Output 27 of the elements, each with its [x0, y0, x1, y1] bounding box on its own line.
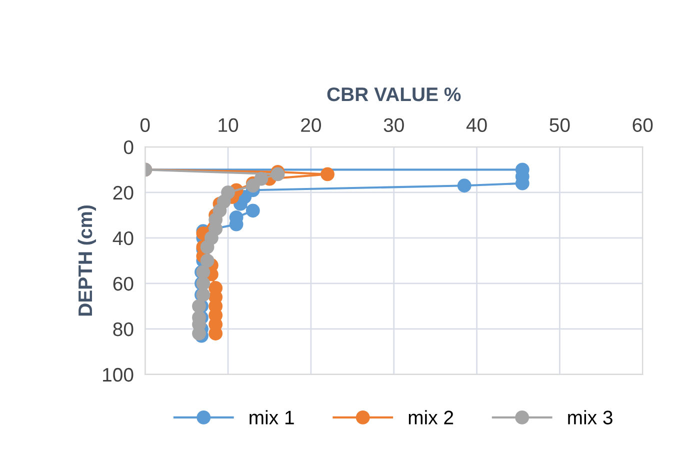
point [200, 254, 214, 268]
x-tick-label: 50 [550, 118, 570, 132]
x-tick-label: 30 [384, 118, 404, 132]
legend-label: mix 3 [568, 410, 612, 424]
y-tick-label: 60 [113, 276, 134, 291]
point [320, 167, 334, 182]
legend-label: mix 2 [408, 410, 454, 424]
legend-label: mix 1 [250, 410, 294, 424]
y-tick-label: 100 [103, 368, 134, 382]
point [270, 167, 285, 182]
y-axis-title: DEPTH (cm) [78, 205, 96, 316]
point [200, 240, 214, 254]
x-tick-label: 20 [301, 118, 322, 132]
x-tick-label: 40 [466, 118, 487, 132]
point [208, 326, 223, 340]
x-tick-label: 0 [140, 118, 150, 132]
x-tick-label: 60 [632, 118, 653, 132]
y-tick-label: 20 [113, 186, 134, 200]
x-axis-title: CBR VALUE % [327, 87, 461, 102]
point [457, 178, 472, 193]
point [192, 299, 206, 314]
point [246, 204, 260, 218]
point [246, 178, 260, 193]
y-tick-label: 40 [112, 231, 134, 246]
y-tick-label: 80 [113, 322, 134, 336]
y-tick-label: 0 [124, 140, 134, 154]
x-tick-label: 10 [218, 118, 238, 132]
